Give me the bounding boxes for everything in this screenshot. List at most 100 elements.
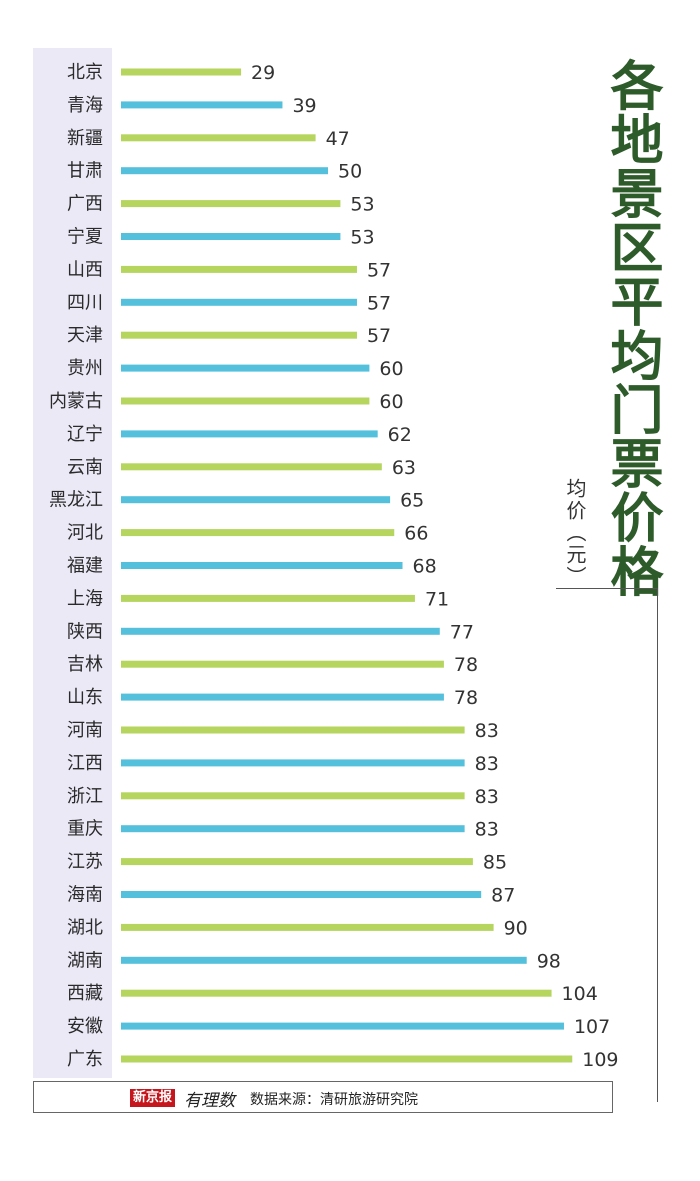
category-label: 安徽 (67, 1016, 103, 1037)
category-label: 青海 (67, 95, 103, 116)
category-label: 云南 (67, 457, 103, 478)
bar (121, 265, 357, 273)
value-label: 104 (562, 983, 598, 1005)
bar (121, 693, 444, 701)
category-label: 吉林 (67, 654, 103, 675)
category-label: 湖南 (67, 950, 103, 971)
value-label: 66 (404, 523, 428, 545)
bar (121, 200, 341, 208)
unit-label: 均价（元） (563, 478, 587, 588)
bar (121, 891, 482, 898)
value-label: 60 (379, 358, 403, 380)
category-label: 山东 (67, 687, 103, 708)
category-label: 浙江 (67, 786, 103, 807)
category-label: 海南 (67, 885, 103, 906)
bar (121, 397, 370, 405)
bar (121, 956, 527, 964)
bar (121, 134, 316, 142)
category-label: 重庆 (67, 819, 103, 840)
value-label: 83 (475, 753, 499, 775)
category-label: 上海 (67, 588, 103, 609)
brand-column-name: 有理数 (184, 1091, 235, 1111)
category-label: 内蒙古 (49, 391, 103, 412)
category-label: 宁夏 (67, 227, 103, 248)
bar (121, 792, 465, 800)
value-label: 107 (574, 1016, 610, 1038)
data-source-text: 数据来源：清研旅游研究院 (250, 1092, 418, 1108)
value-label: 62 (388, 424, 412, 446)
bar (121, 923, 494, 931)
category-label: 江苏 (67, 852, 103, 873)
value-label: 65 (400, 490, 424, 512)
value-label: 85 (483, 852, 507, 874)
category-label: 陕西 (67, 621, 103, 642)
value-label: 57 (367, 325, 391, 347)
bar (121, 298, 357, 306)
value-label: 109 (582, 1049, 618, 1071)
value-label: 39 (292, 95, 316, 117)
bar (121, 989, 552, 997)
chart-title: 各地景区平均门票价格 (602, 58, 663, 598)
value-label: 60 (379, 391, 403, 413)
value-label: 53 (350, 194, 374, 216)
bar (121, 562, 403, 569)
value-label: 53 (350, 227, 374, 249)
category-label: 黑龙江 (49, 490, 103, 511)
category-label: 甘肃 (67, 161, 103, 182)
bar (121, 825, 465, 833)
bar (121, 1022, 564, 1030)
value-label: 57 (367, 259, 391, 281)
bar (121, 1055, 573, 1063)
value-label: 83 (475, 786, 499, 808)
bar (121, 68, 242, 76)
bar (121, 660, 444, 668)
frame-line-vertical (657, 588, 658, 1102)
bar (121, 430, 378, 438)
category-label: 福建 (67, 556, 103, 577)
category-label: 广西 (67, 194, 103, 215)
value-label: 77 (450, 621, 474, 643)
value-label: 78 (454, 654, 478, 676)
brand-logo: 新京报 (130, 1089, 176, 1107)
bar (121, 496, 391, 504)
category-label: 四川 (67, 292, 103, 313)
value-label: 87 (491, 885, 515, 907)
category-label: 山西 (67, 259, 103, 280)
bar (121, 627, 440, 635)
bar (121, 167, 328, 175)
value-label: 90 (504, 917, 528, 939)
value-label: 98 (537, 950, 561, 972)
category-label: 北京 (67, 62, 103, 83)
category-label: 西藏 (67, 983, 103, 1004)
bar (121, 726, 465, 734)
category-label: 江西 (67, 753, 103, 774)
value-label: 63 (392, 457, 416, 479)
bar (121, 331, 357, 339)
category-label: 天津 (67, 325, 103, 346)
category-label: 湖北 (67, 917, 103, 938)
value-label: 68 (413, 556, 437, 578)
category-label: 新疆 (67, 128, 103, 149)
bar (121, 529, 395, 537)
bar (121, 101, 283, 109)
value-label: 50 (338, 161, 362, 183)
value-label: 47 (326, 128, 350, 150)
category-label: 辽宁 (67, 424, 103, 445)
bar (121, 364, 370, 372)
category-label: 广东 (67, 1049, 103, 1070)
bar (121, 594, 415, 602)
category-label: 河北 (67, 523, 103, 544)
bar (121, 463, 382, 471)
category-label: 河南 (67, 720, 103, 741)
bar (121, 759, 465, 767)
value-label: 78 (454, 687, 478, 709)
value-label: 83 (475, 720, 499, 742)
value-label: 71 (425, 588, 449, 610)
category-label-strip (33, 48, 112, 1078)
value-label: 57 (367, 292, 391, 314)
value-label: 83 (475, 819, 499, 841)
value-label: 29 (251, 62, 275, 84)
frame-line-horizontal (556, 588, 658, 589)
bar (121, 858, 473, 866)
